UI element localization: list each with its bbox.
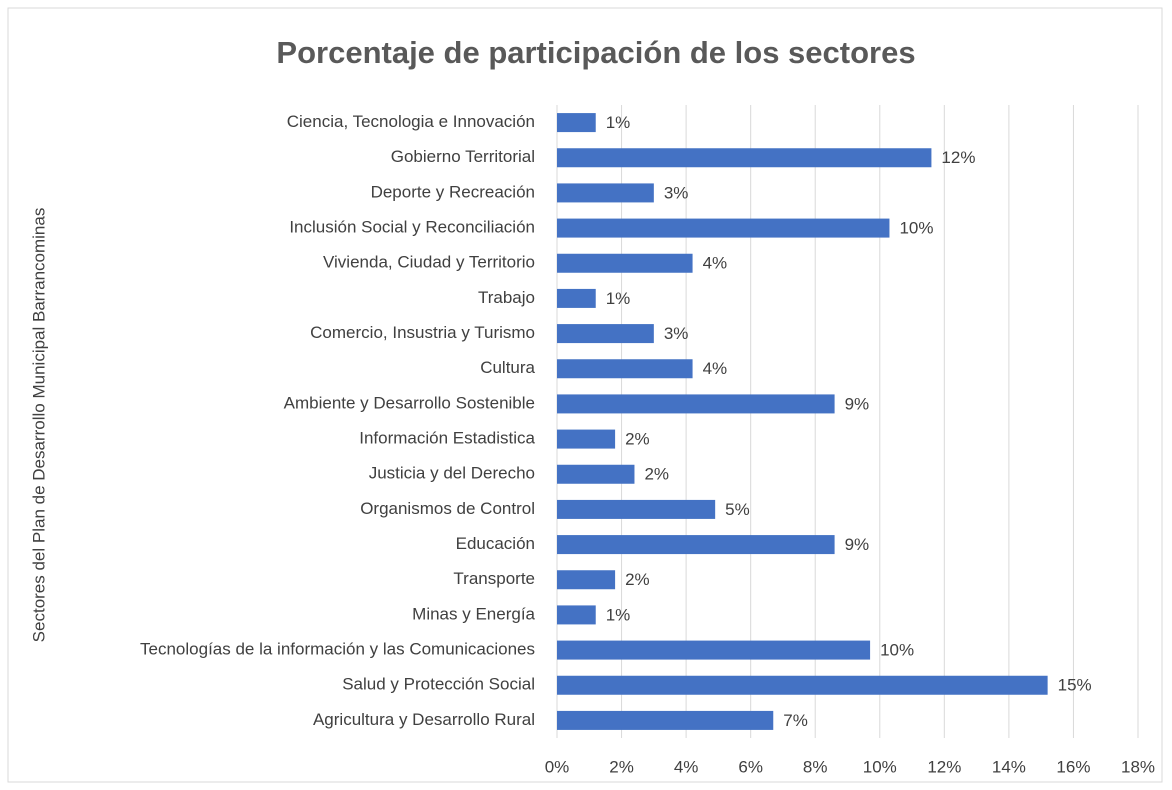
bar bbox=[557, 499, 716, 519]
data-label: 1% bbox=[606, 289, 631, 308]
bar bbox=[557, 570, 616, 590]
x-tick-label: 10% bbox=[863, 757, 897, 776]
data-label: 4% bbox=[703, 254, 728, 273]
bar bbox=[557, 535, 835, 555]
bar bbox=[557, 675, 1048, 695]
y-tick-label: Inclusión Social y Reconciliación bbox=[289, 218, 535, 237]
data-label: 1% bbox=[606, 605, 631, 624]
bar bbox=[557, 288, 596, 308]
x-tick-label: 12% bbox=[927, 757, 961, 776]
x-tick-label: 4% bbox=[674, 757, 699, 776]
bar bbox=[557, 710, 774, 730]
data-label: 15% bbox=[1058, 676, 1092, 695]
x-tick-label: 2% bbox=[609, 757, 634, 776]
bar bbox=[557, 113, 596, 133]
y-tick-label: Vivienda, Ciudad y Territorio bbox=[323, 253, 535, 272]
x-tick-label: 8% bbox=[803, 757, 828, 776]
data-label: 2% bbox=[625, 430, 650, 449]
data-label: 3% bbox=[664, 324, 689, 343]
y-tick-label: Salud y Protección Social bbox=[342, 675, 535, 694]
x-tick-label: 6% bbox=[738, 757, 763, 776]
x-tick-label: 16% bbox=[1056, 757, 1090, 776]
y-tick-label: Justicia y del Derecho bbox=[369, 464, 535, 483]
bar bbox=[557, 183, 654, 203]
bar bbox=[557, 640, 871, 660]
bar bbox=[557, 218, 890, 238]
y-tick-label: Deporte y Recreación bbox=[371, 182, 535, 201]
data-label: 7% bbox=[783, 711, 808, 730]
x-tick-label: 14% bbox=[992, 757, 1026, 776]
y-tick-label: Cultura bbox=[480, 358, 535, 377]
y-tick-label: Información Estadistica bbox=[359, 429, 535, 448]
data-label: 12% bbox=[941, 148, 975, 167]
y-tick-label: Ciencia, Tecnologia e Innovación bbox=[287, 112, 535, 131]
y-tick-label: Ambiente y Desarrollo Sostenible bbox=[284, 393, 535, 412]
y-tick-label: Comercio, Insustria y Turismo bbox=[310, 323, 535, 342]
bar bbox=[557, 429, 616, 449]
data-label: 1% bbox=[606, 113, 631, 132]
y-tick-label: Trabajo bbox=[478, 288, 535, 307]
data-label: 9% bbox=[845, 535, 870, 554]
y-tick-label: Tecnologías de la información y las Comu… bbox=[140, 640, 535, 659]
x-tick-label: 18% bbox=[1121, 757, 1155, 776]
data-label: 2% bbox=[625, 570, 650, 589]
y-axis-title: Sectores del Plan de Desarrollo Municipa… bbox=[29, 208, 48, 643]
y-tick-label: Transporte bbox=[453, 569, 535, 588]
bar bbox=[557, 464, 635, 484]
data-label: 10% bbox=[880, 641, 914, 660]
y-tick-label: Gobierno Territorial bbox=[391, 147, 535, 166]
data-label: 3% bbox=[664, 183, 689, 202]
chart-title: Porcentaje de participación de los secto… bbox=[276, 35, 915, 70]
y-tick-label: Agricultura y Desarrollo Rural bbox=[313, 710, 535, 729]
data-label: 9% bbox=[845, 394, 870, 413]
bar bbox=[557, 605, 596, 625]
x-tick-label: 0% bbox=[545, 757, 570, 776]
y-tick-label: Organismos de Control bbox=[360, 499, 535, 518]
y-tick-label: Minas y Energía bbox=[412, 604, 535, 623]
bar bbox=[557, 394, 835, 414]
data-label: 5% bbox=[725, 500, 750, 519]
bar bbox=[557, 253, 693, 273]
data-label: 2% bbox=[644, 465, 669, 484]
data-label: 4% bbox=[703, 359, 728, 378]
bar bbox=[557, 324, 654, 344]
bar bbox=[557, 359, 693, 379]
data-label: 10% bbox=[899, 219, 933, 238]
bar bbox=[557, 148, 932, 168]
y-tick-label: Educación bbox=[456, 534, 535, 553]
